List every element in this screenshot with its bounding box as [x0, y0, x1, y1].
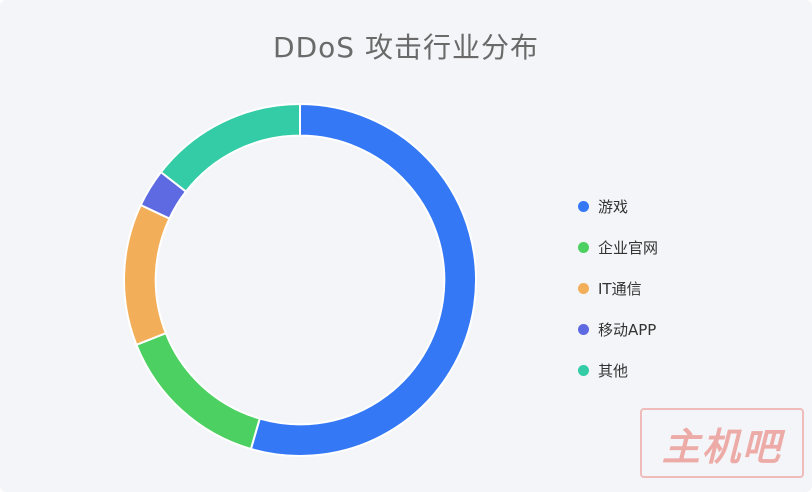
legend-label: 游戏	[598, 198, 629, 216]
chart-legend: 游戏企业官网 IT通信移动APP 其他	[578, 186, 658, 391]
legend-label: 移动APP	[598, 321, 657, 339]
donut-slice-2[interactable]	[123, 203, 171, 347]
legend-label: 企业官网	[598, 239, 659, 257]
legend-dot-icon	[578, 201, 589, 212]
legend-dot-icon	[578, 283, 589, 294]
chart-title: DDoS 攻击行业分布	[273, 31, 539, 64]
legend-dot-icon	[578, 365, 589, 376]
watermark-logo: 主机吧	[640, 408, 804, 478]
donut-slice-0[interactable]	[249, 102, 477, 457]
legend-item-2[interactable]: IT通信	[578, 268, 658, 309]
donut-slice-1[interactable]	[135, 331, 261, 451]
legend-item-0[interactable]: 游戏	[578, 186, 658, 227]
legend-item-3[interactable]: 移动APP	[578, 309, 658, 350]
legend-label: 其他	[598, 362, 629, 380]
legend-dot-icon	[578, 324, 589, 335]
legend-label: IT通信	[598, 280, 642, 298]
legend-dot-icon	[578, 242, 589, 253]
legend-item-1[interactable]: 企业官网	[578, 227, 658, 268]
legend-item-4[interactable]: 其他	[578, 350, 658, 391]
donut-slice-4[interactable]	[159, 102, 301, 193]
